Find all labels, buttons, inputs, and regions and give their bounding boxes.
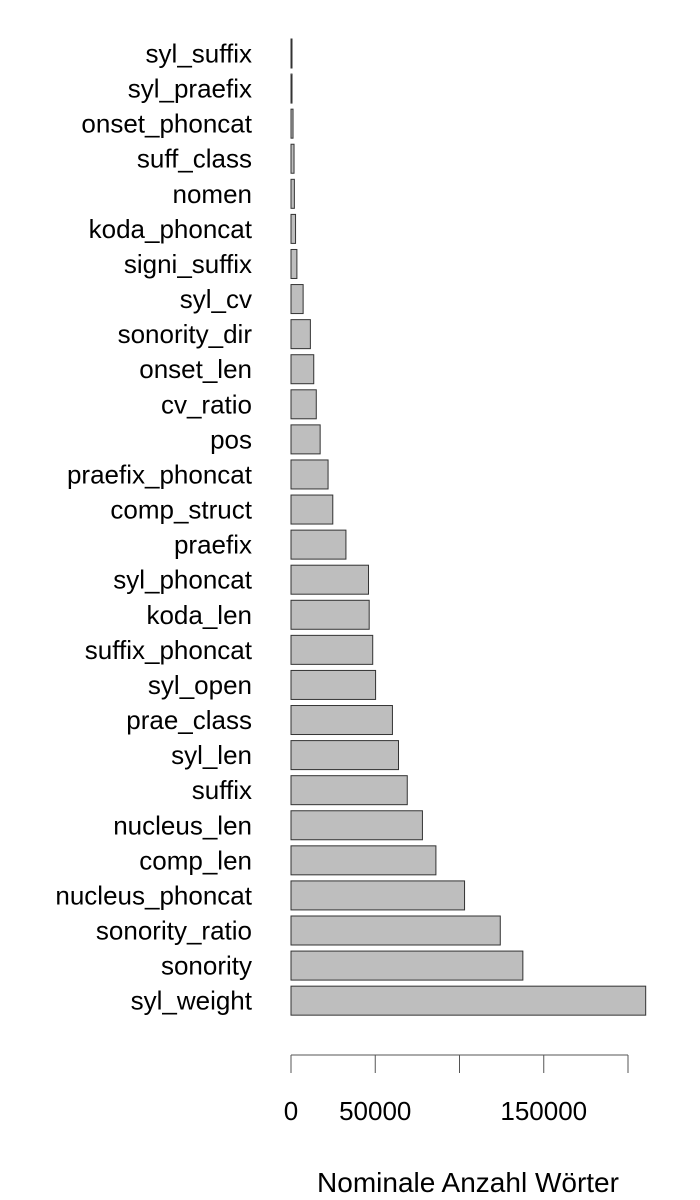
bar	[290, 354, 315, 385]
bar	[290, 845, 437, 876]
bar	[290, 38, 293, 69]
bar	[290, 213, 297, 244]
category-label: cv_ratio	[161, 389, 252, 419]
bar	[290, 915, 501, 946]
category-label: syl_open	[148, 670, 252, 700]
category-label: syl_suffix	[146, 39, 252, 69]
bar	[290, 950, 524, 981]
bar	[290, 880, 466, 911]
bar	[290, 494, 334, 525]
bar	[290, 248, 298, 279]
category-label: pos	[210, 424, 252, 454]
bar	[290, 810, 423, 841]
category-label: sonority	[161, 951, 252, 981]
category-label: praefix	[174, 530, 252, 560]
bar	[290, 143, 295, 174]
bar	[290, 669, 377, 700]
category-label: onset_phoncat	[81, 109, 252, 139]
bar	[290, 178, 295, 209]
category-label: nucleus_phoncat	[55, 880, 252, 910]
category-label: koda_phoncat	[89, 214, 253, 244]
bar	[290, 775, 408, 806]
x-axis-title: Nominale Anzahl Wörter	[317, 1167, 619, 1198]
category-label: syl_phoncat	[113, 565, 253, 595]
bar	[290, 705, 393, 736]
bar	[290, 564, 370, 595]
category-label: signi_suffix	[124, 249, 252, 279]
bar	[290, 319, 311, 350]
category-label: sonority_dir	[118, 319, 253, 349]
bar	[290, 634, 374, 665]
x-tick-label: 0	[284, 1096, 298, 1126]
category-label: suffix	[192, 775, 252, 805]
bar	[290, 284, 304, 315]
bar	[290, 599, 370, 630]
category-label: onset_len	[139, 354, 252, 384]
bar	[290, 389, 317, 420]
category-label: syl_len	[171, 740, 252, 770]
category-label: nucleus_len	[113, 810, 252, 840]
bar	[290, 73, 293, 104]
category-labels: syl_suffix syl_praefix onset_phoncat suff_c…	[55, 39, 252, 1016]
bars-group	[290, 38, 647, 1016]
category-label: suffix_phoncat	[85, 635, 253, 665]
bar	[290, 108, 294, 139]
category-label: comp_struct	[110, 495, 252, 525]
category-label: syl_cv	[180, 284, 252, 314]
category-label: syl_praefix	[128, 74, 252, 104]
category-label: comp_len	[139, 845, 252, 875]
bar	[290, 529, 347, 560]
category-label: koda_len	[146, 600, 252, 630]
category-label: prae_class	[126, 705, 252, 735]
bar	[290, 459, 329, 490]
bar	[290, 424, 321, 455]
category-label: praefix_phoncat	[67, 459, 253, 489]
category-label: sonority_ratio	[96, 916, 252, 946]
x-tick-label: 150000	[500, 1096, 587, 1126]
category-label: nomen	[173, 179, 253, 209]
bar	[290, 740, 400, 771]
category-label: syl_weight	[131, 986, 253, 1016]
bar	[290, 985, 647, 1016]
x-tick-label: 50000	[339, 1096, 411, 1126]
category-label: suff_class	[137, 144, 252, 174]
x-axis: 0 50000 150000	[284, 1054, 629, 1126]
